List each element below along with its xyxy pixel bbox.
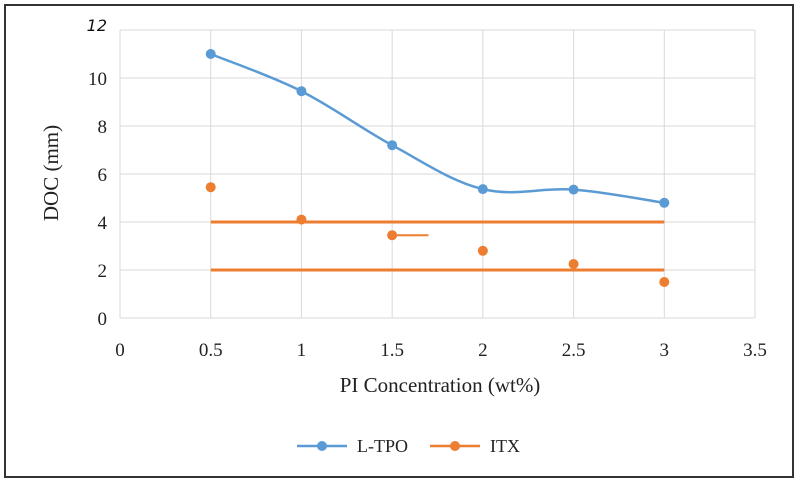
legend-itx-marker — [450, 441, 460, 451]
data-point-l-tpo — [387, 140, 398, 151]
x-tick-label: 1.5 — [380, 340, 404, 361]
y-tick-label: 12 — [87, 16, 107, 35]
x-axis-label: PI Concentration (wt%) — [340, 373, 541, 397]
chart-frame — [4, 4, 794, 478]
x-tick-label: 1 — [297, 340, 307, 361]
series-layer — [205, 49, 670, 287]
x-tick-label: 2.5 — [562, 340, 586, 361]
series-line-l-tpo — [210, 52, 665, 205]
data-point-l-tpo — [205, 49, 216, 59]
annotations — [210, 220, 665, 272]
x-tick-label: 3.5 — [743, 340, 767, 361]
data-point-itx — [205, 182, 216, 193]
y-tick-label: 10 — [88, 69, 107, 90]
y-tick-label: 6 — [98, 165, 108, 186]
data-point-itx — [659, 277, 670, 287]
data-point-itx — [296, 214, 307, 225]
legend-ltpo-marker — [317, 441, 327, 451]
data-point-itx — [477, 245, 488, 256]
data-point-itx — [387, 230, 398, 241]
legend-ltpo-label: L-TPO — [357, 436, 408, 456]
x-tick-label: 3 — [660, 340, 670, 361]
y-tick-label: 8 — [98, 117, 108, 138]
x-tick-label: 0.5 — [199, 340, 223, 361]
y-tick-label: 4 — [98, 213, 108, 234]
data-point-l-tpo — [296, 86, 307, 97]
data-point-l-tpo — [477, 184, 488, 195]
y-tick-label: 0 — [98, 309, 108, 330]
x-tick-label: 0 — [115, 340, 125, 361]
y-axis-label: DOC (mm) — [39, 125, 63, 221]
legend-itx-label: ITX — [490, 436, 520, 456]
y-ticks: 0 2 4 6 8 10 12 — [87, 16, 108, 330]
grid — [119, 29, 756, 319]
x-ticks: 0 0.5 1 1.5 2 2.5 3 3.5 — [115, 340, 767, 361]
y-tick-label: 2 — [98, 261, 108, 282]
data-point-l-tpo — [659, 197, 670, 208]
x-tick-label: 2 — [478, 340, 488, 361]
data-point-l-tpo — [568, 184, 579, 195]
legend: L-TPO ITX — [297, 436, 520, 456]
data-point-itx — [568, 259, 579, 269]
